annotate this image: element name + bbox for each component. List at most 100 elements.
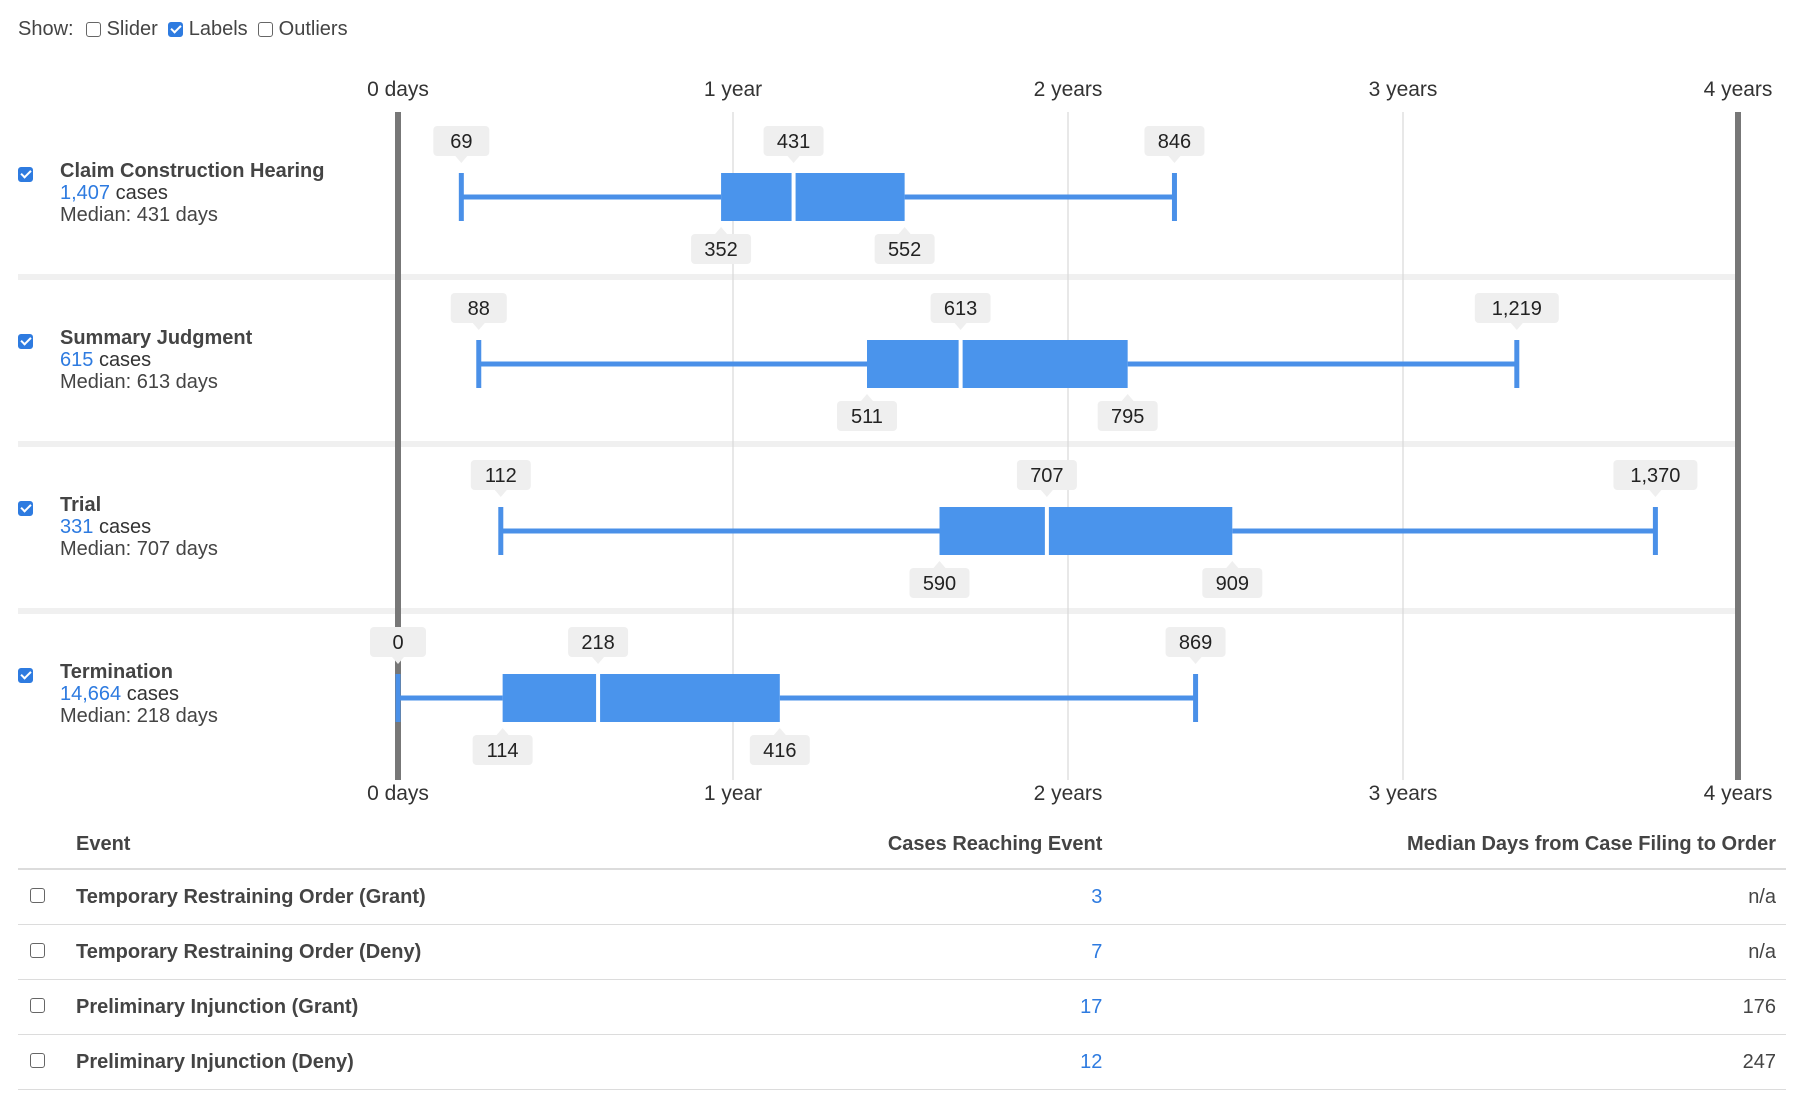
row-checkbox[interactable] bbox=[18, 668, 33, 683]
min-value-label-bg bbox=[470, 460, 531, 490]
row-checkbox[interactable] bbox=[18, 501, 33, 516]
row-select-checkbox[interactable] bbox=[30, 887, 45, 903]
max-value-label-bg bbox=[1165, 627, 1226, 657]
row-case-suffix: cases bbox=[98, 516, 152, 538]
row-select-cell bbox=[18, 979, 66, 1035]
q3-value-label-text: 795 bbox=[1111, 406, 1144, 428]
min-value-label: 0 bbox=[370, 627, 426, 664]
median-cell: 247 bbox=[1112, 1034, 1786, 1090]
labels-checkbox[interactable] bbox=[167, 21, 183, 37]
outliers-toggle-label: Outliers bbox=[278, 17, 348, 40]
outliers-toggle[interactable]: Outliers bbox=[257, 17, 348, 41]
median-value-label-pointer bbox=[1040, 490, 1053, 497]
min-value-label: 112 bbox=[470, 460, 531, 497]
cases-cell[interactable]: 17 bbox=[706, 979, 1113, 1035]
outliers-checkbox[interactable] bbox=[257, 21, 273, 37]
show-options-bar: Show: Slider Labels Outliers bbox=[18, 14, 358, 44]
q1-value-label-pointer bbox=[933, 561, 946, 568]
slider-checkbox[interactable] bbox=[85, 21, 101, 37]
row-median-text: Median: 707 days bbox=[60, 538, 218, 560]
box-upper bbox=[960, 340, 1128, 388]
row-case-count[interactable]: 1,407 bbox=[60, 182, 111, 204]
median-value-label-text: 707 bbox=[1030, 465, 1063, 487]
row-separator bbox=[18, 274, 1738, 280]
q1-value-label: 352 bbox=[691, 227, 752, 264]
row-case-suffix: cases bbox=[126, 683, 179, 705]
row-case-suffix: cases bbox=[115, 182, 168, 204]
median-column-header[interactable]: Median Days from Case Filing to Order bbox=[1112, 830, 1786, 870]
q3-value-label: 416 bbox=[749, 728, 810, 765]
slider-toggle[interactable]: Slider bbox=[85, 17, 158, 41]
min-value-label: 88 bbox=[450, 293, 507, 330]
row-case-suffix: cases bbox=[98, 349, 152, 371]
q3-value-label: 909 bbox=[1202, 561, 1263, 598]
x-tick-label: 3 years bbox=[1369, 78, 1438, 101]
row-select-cell bbox=[18, 924, 66, 980]
event-name-cell: Preliminary Injunction (Deny) bbox=[66, 1034, 707, 1090]
row-checkbox[interactable] bbox=[18, 334, 33, 349]
row-select-checkbox[interactable] bbox=[30, 942, 45, 958]
min-value-label-pointer bbox=[392, 657, 404, 664]
row-median-text: Median: 218 days bbox=[60, 705, 218, 727]
events-table-header: Event Cases Reaching Event Median Days f… bbox=[18, 830, 1786, 870]
median-value-label-pointer bbox=[592, 657, 605, 664]
max-value-label-pointer bbox=[1189, 657, 1202, 664]
cases-cell[interactable]: 3 bbox=[706, 869, 1113, 925]
labels-toggle-label: Labels bbox=[188, 17, 248, 40]
row-checkbox[interactable] bbox=[18, 167, 33, 182]
x-tick-label: 4 years bbox=[1704, 782, 1773, 805]
max-value-label-bg bbox=[1613, 460, 1698, 490]
max-value-label-text: 1,219 bbox=[1492, 298, 1542, 320]
max-value-label: 1,370 bbox=[1613, 460, 1698, 497]
median-value-label-text: 218 bbox=[581, 632, 614, 654]
row-event-name: Termination bbox=[60, 661, 173, 683]
events-table: Event Cases Reaching Event Median Days f… bbox=[18, 830, 1786, 1090]
q3-value-label-bg bbox=[1202, 568, 1263, 598]
max-value-label-text: 846 bbox=[1158, 131, 1191, 153]
median-value-label-bg bbox=[930, 293, 991, 323]
x-tick-label: 1 year bbox=[704, 782, 762, 805]
median-value-label: 431 bbox=[763, 126, 824, 163]
box-lower bbox=[939, 507, 1047, 555]
median-value-label: 613 bbox=[930, 293, 991, 330]
q1-value-label-pointer bbox=[861, 394, 873, 401]
table-row: Preliminary Injunction (Deny) 12 247 bbox=[18, 1034, 1786, 1090]
row-select-checkbox[interactable] bbox=[30, 1052, 45, 1068]
q1-value-label: 590 bbox=[909, 561, 970, 598]
row-case-count[interactable]: 331 bbox=[60, 516, 94, 538]
median-value-label-text: 613 bbox=[944, 298, 977, 320]
cases-cell[interactable]: 7 bbox=[706, 924, 1113, 980]
cases-column-header[interactable]: Cases Reaching Event bbox=[706, 830, 1113, 870]
median-value-label-bg bbox=[763, 126, 824, 156]
event-column-header[interactable]: Event bbox=[66, 830, 707, 870]
row-case-count[interactable]: 615 bbox=[60, 349, 94, 371]
cases-cell[interactable]: 12 bbox=[706, 1034, 1113, 1090]
row-select-checkbox[interactable] bbox=[30, 997, 45, 1013]
event-name-cell: Preliminary Injunction (Grant) bbox=[66, 979, 707, 1035]
q1-value-label-bg bbox=[909, 568, 970, 598]
max-value-label-text: 869 bbox=[1179, 632, 1212, 654]
max-value-label: 1,219 bbox=[1474, 293, 1559, 330]
labels-toggle[interactable]: Labels bbox=[167, 17, 248, 41]
q3-value-label-text: 416 bbox=[763, 740, 796, 762]
min-value-label-pointer bbox=[472, 323, 485, 330]
row-select-cell bbox=[18, 1034, 66, 1090]
median-value-label: 707 bbox=[1016, 460, 1077, 497]
row-case-count[interactable]: 14,664 bbox=[60, 683, 122, 705]
max-value-label-bg bbox=[1474, 293, 1559, 323]
min-value-label-bg bbox=[450, 293, 507, 323]
table-row: Temporary Restraining Order (Deny) 7 n/a bbox=[18, 924, 1786, 980]
min-value-label-pointer bbox=[494, 490, 507, 497]
median-cell: n/a bbox=[1112, 869, 1786, 925]
max-value-label-pointer bbox=[1510, 323, 1523, 330]
q3-value-label-bg bbox=[874, 234, 935, 264]
checkbox-column-header bbox=[18, 830, 66, 870]
q1-value-label-pointer bbox=[496, 728, 509, 735]
row-median-text: Median: 613 days bbox=[60, 371, 218, 393]
q1-value-label-text: 352 bbox=[704, 239, 737, 261]
slider-toggle-label: Slider bbox=[106, 17, 158, 40]
median-cell: n/a bbox=[1112, 924, 1786, 980]
q1-value-label-bg bbox=[472, 735, 533, 765]
min-value-label-bg bbox=[370, 627, 426, 657]
table-row: Preliminary Injunction (Grant) 17 176 bbox=[18, 979, 1786, 1035]
